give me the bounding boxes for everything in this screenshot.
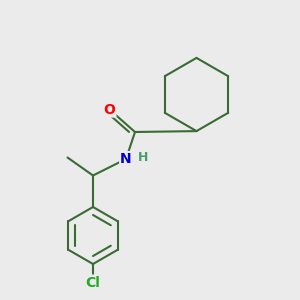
Text: O: O — [103, 103, 116, 116]
Text: N: N — [120, 152, 132, 166]
Text: Cl: Cl — [85, 276, 100, 289]
Text: H: H — [138, 151, 148, 164]
